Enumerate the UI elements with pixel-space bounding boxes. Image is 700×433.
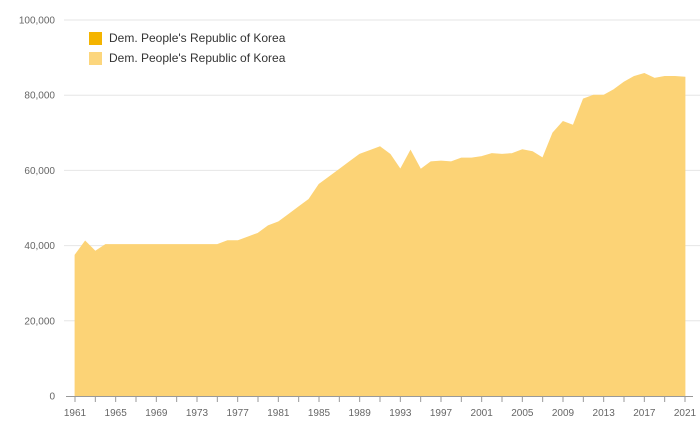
y-tick-label: 60,000 <box>24 166 55 177</box>
legend-item[interactable]: Dem. People's Republic of Korea <box>89 48 285 68</box>
x-tick-label: 1965 <box>105 408 128 419</box>
y-tick-label: 100,000 <box>19 16 56 27</box>
series-areas <box>74 72 686 397</box>
x-tick-label: 1977 <box>227 408 250 419</box>
x-axis-ticks: 1961 1965 1969 1973 1977 1981 1985 1989 1993 1997… <box>64 397 697 419</box>
x-tick-label: 1989 <box>349 408 372 419</box>
legend: Dem. People's Republic of Korea Dem. Peo… <box>89 28 285 68</box>
x-tick-label: 2021 <box>674 408 697 419</box>
legend-label-1: Dem. People's Republic of Korea <box>109 31 286 45</box>
legend-swatch-1 <box>89 31 102 45</box>
x-tick-label: 1981 <box>267 408 290 419</box>
legend-item[interactable]: Dem. People's Republic of Korea <box>89 28 285 48</box>
x-tick-label: 2009 <box>552 408 575 419</box>
x-tick-label: 1993 <box>389 408 412 419</box>
y-tick-label: 0 <box>49 392 55 403</box>
x-tick-label: 1985 <box>308 408 331 419</box>
legend-swatch-2 <box>89 51 102 65</box>
y-tick-label: 80,000 <box>24 91 55 102</box>
y-axis-ticks: 0 20,000 40,000 60,000 80,000 100,000 <box>19 16 56 403</box>
x-tick-label: 1969 <box>145 408 168 419</box>
y-tick-label: 20,000 <box>24 316 55 327</box>
y-tick-label: 40,000 <box>24 241 55 252</box>
series-area <box>74 72 686 397</box>
x-tick-label: 1997 <box>430 408 453 419</box>
x-tick-label: 2017 <box>633 408 656 419</box>
x-tick-label: 1961 <box>64 408 87 419</box>
x-tick-label: 2005 <box>511 408 534 419</box>
x-tick-label: 1973 <box>186 408 209 419</box>
x-tick-label: 2013 <box>593 408 616 419</box>
legend-label-2: Dem. People's Republic of Korea <box>109 51 286 65</box>
x-tick-label: 2001 <box>471 408 494 419</box>
